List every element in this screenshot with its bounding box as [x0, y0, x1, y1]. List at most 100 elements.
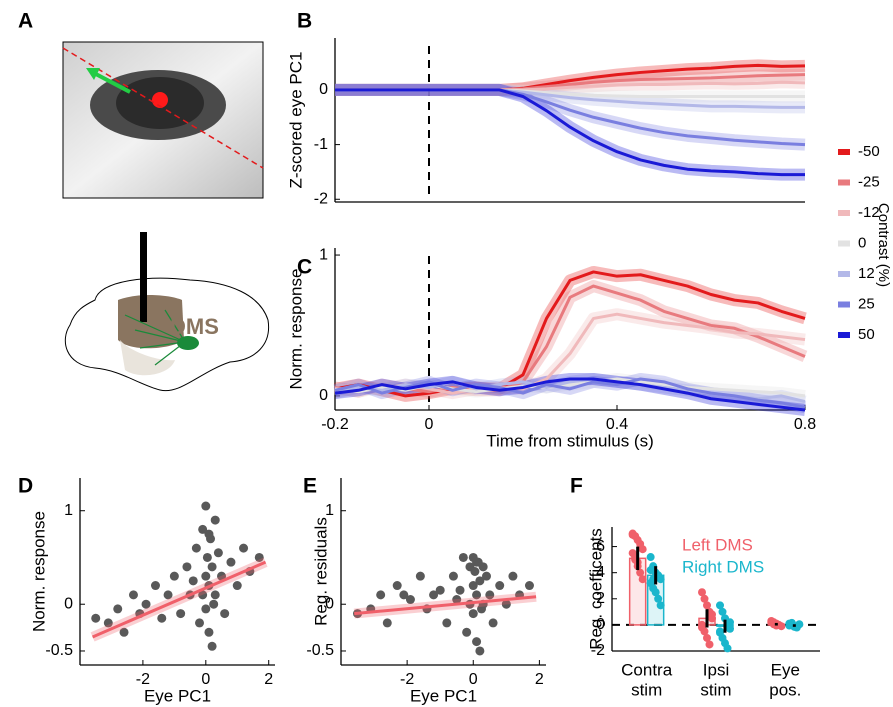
- point: [472, 637, 482, 647]
- point: [201, 604, 211, 614]
- y-tick-label: 0: [319, 387, 328, 404]
- point: [119, 627, 129, 637]
- y-axis-label: Reg. coefficents: [586, 528, 605, 650]
- y-tick-label: -2: [591, 642, 605, 659]
- legend-swatch: [838, 179, 850, 186]
- point: [716, 627, 724, 636]
- x-axis-label: Time from stimulus (s): [486, 431, 654, 450]
- point: [201, 501, 211, 511]
- legend-label: 12: [858, 265, 875, 282]
- x-tick-label: stim: [700, 680, 731, 699]
- point: [470, 567, 480, 576]
- point: [207, 641, 217, 651]
- x-tick-label: -0.2: [321, 416, 349, 433]
- y-tick-label: 1: [325, 502, 334, 519]
- point: [485, 590, 495, 600]
- x-tick-label: 0: [469, 671, 478, 688]
- point: [207, 562, 217, 572]
- point: [636, 568, 645, 577]
- point: [638, 545, 647, 554]
- y-tick-label: -2: [314, 190, 328, 207]
- x-tick-label: -2: [136, 671, 150, 688]
- diagram-label: DMS: [170, 314, 219, 339]
- point: [646, 566, 655, 575]
- panel-letter: F: [570, 475, 583, 498]
- point: [217, 571, 227, 581]
- panel-letter: C: [297, 256, 312, 279]
- fit-line: [354, 595, 537, 616]
- point: [708, 610, 716, 619]
- point: [698, 588, 706, 597]
- y-tick-label: -1: [314, 136, 328, 153]
- legend-label: 25: [858, 295, 875, 312]
- point: [163, 590, 173, 600]
- point: [468, 609, 478, 619]
- point: [91, 613, 101, 623]
- eye-photo: [62, 41, 264, 199]
- legend-label: Right DMS: [682, 557, 764, 576]
- y-tick-label: 0: [596, 616, 605, 633]
- y-tick-label: 6: [596, 538, 605, 555]
- x-tick-label: Eye: [771, 660, 800, 679]
- point: [141, 599, 151, 609]
- legend-swatch: [838, 271, 850, 277]
- point: [458, 552, 468, 562]
- point: [656, 601, 665, 610]
- point: [376, 590, 386, 600]
- point: [703, 601, 711, 610]
- point: [226, 557, 236, 567]
- point: [198, 524, 208, 534]
- point: [723, 644, 732, 653]
- point: [651, 588, 660, 597]
- point: [202, 552, 212, 562]
- point: [399, 590, 409, 600]
- y-tick-label: 0: [319, 81, 328, 98]
- point: [703, 633, 711, 642]
- y-tick-label: -0.5: [45, 642, 73, 659]
- point: [468, 581, 478, 591]
- point: [201, 571, 211, 581]
- panel-letter: B: [297, 10, 312, 33]
- point: [169, 571, 179, 581]
- panel-letter: D: [18, 475, 33, 498]
- point: [429, 590, 439, 600]
- point: [442, 618, 452, 628]
- y-axis-label: Norm. response: [29, 511, 48, 632]
- legend-swatch: [838, 149, 850, 155]
- y-tick-label: -0.5: [306, 642, 334, 659]
- point: [654, 594, 663, 603]
- y-tick-label: 0: [325, 595, 334, 612]
- fit-line: [91, 560, 267, 639]
- x-tick-label: Contra: [621, 660, 673, 679]
- point: [191, 543, 201, 553]
- point: [448, 571, 458, 581]
- point: [508, 571, 518, 581]
- legend-label: -25: [858, 173, 880, 190]
- x-tick-label: 0: [201, 671, 210, 688]
- point: [452, 595, 462, 605]
- y-tick-label: 4: [596, 564, 605, 581]
- point: [475, 576, 485, 586]
- brain-diagram: DMS: [64, 232, 270, 392]
- point: [209, 599, 219, 609]
- point: [700, 594, 709, 603]
- point: [472, 590, 482, 600]
- point: [210, 590, 220, 600]
- point: [254, 552, 264, 562]
- point: [524, 581, 534, 591]
- point: [646, 553, 655, 562]
- point: [718, 607, 727, 616]
- legend-title: Contrast (%): [875, 203, 892, 287]
- point: [210, 515, 220, 525]
- point: [472, 557, 482, 567]
- y-tick-label: 2: [596, 590, 605, 607]
- legend-swatch: [838, 301, 850, 308]
- point: [195, 618, 205, 628]
- panel-letter: E: [303, 475, 317, 498]
- x-tick-label: 0: [425, 416, 434, 433]
- y-tick-label: 1: [319, 246, 328, 263]
- x-tick-label: -2: [400, 671, 414, 688]
- legend-label: Left DMS: [682, 535, 753, 554]
- point: [415, 571, 425, 581]
